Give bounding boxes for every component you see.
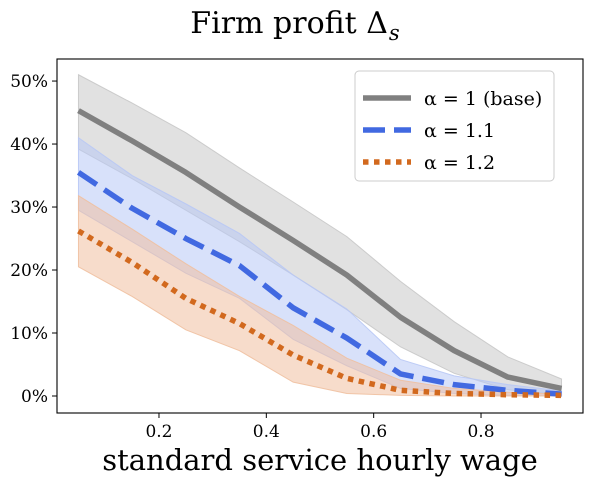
series-line-1 bbox=[77, 108, 563, 392]
plot-frame bbox=[56, 58, 584, 414]
legend-label-1: α = 1 (base) bbox=[424, 88, 542, 110]
series-line-3 bbox=[77, 228, 562, 399]
y-tick-label: 10% bbox=[10, 324, 48, 344]
x-tick-label: 0.8 bbox=[467, 422, 494, 442]
confidence-band-3 bbox=[77, 194, 563, 397]
legend-label-2: α = 1.1 bbox=[424, 120, 495, 142]
x-axis-label: standard service hourly wage bbox=[102, 443, 538, 477]
y-tick-label: 30% bbox=[10, 198, 48, 218]
x-tick-label: 0.4 bbox=[253, 422, 280, 442]
series-lines bbox=[76, 108, 563, 399]
x-tick-label: 0.2 bbox=[145, 422, 172, 442]
y-tick-label: 40% bbox=[10, 135, 48, 155]
x-tick-label: 0.6 bbox=[360, 422, 387, 442]
chart-title: Firm profit Δs bbox=[190, 6, 400, 45]
legend-label-3: α = 1.2 bbox=[424, 152, 495, 174]
y-tick-label: 0% bbox=[21, 387, 48, 407]
legend: α = 1 (base) α = 1.1 α = 1.2 bbox=[354, 70, 555, 182]
y-tick-label: 50% bbox=[10, 72, 48, 92]
y-axis-ticks: 0% 10% 20% 30% 40% 50% bbox=[10, 72, 57, 407]
confidence-bands bbox=[77, 73, 563, 397]
x-axis-ticks: 0.2 0.4 0.6 0.8 bbox=[145, 413, 495, 442]
series-line-2 bbox=[76, 170, 562, 397]
y-tick-label: 20% bbox=[10, 261, 48, 281]
